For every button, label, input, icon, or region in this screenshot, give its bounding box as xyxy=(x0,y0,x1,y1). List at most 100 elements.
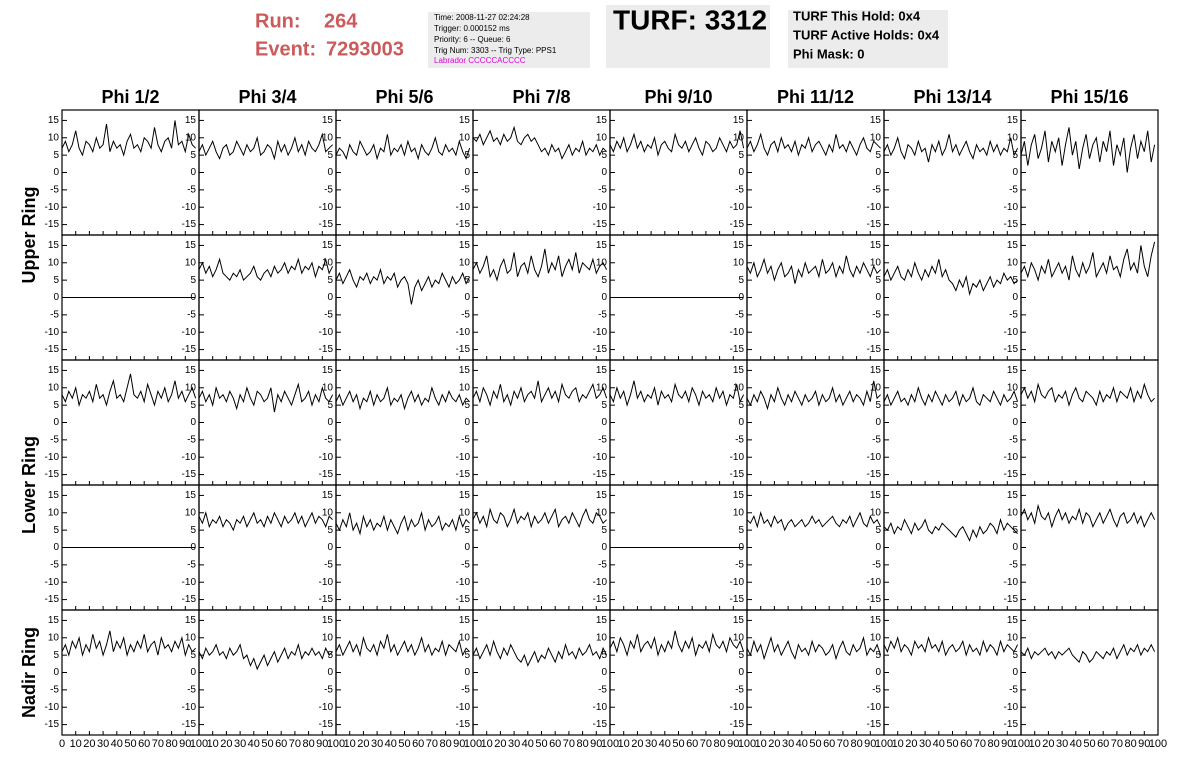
y-tick-label: -10 xyxy=(45,452,60,463)
x-tick-label: 50 xyxy=(946,738,958,750)
run-number: 264 xyxy=(324,10,358,32)
run-label: Run: xyxy=(255,10,301,32)
x-tick-label: 100 xyxy=(464,738,482,750)
trace xyxy=(335,267,471,305)
y-tick-label: 0 xyxy=(327,167,333,178)
y-tick-label: 15 xyxy=(1007,490,1019,501)
y-tick-label: -5 xyxy=(872,685,881,696)
y-tick-label: -15 xyxy=(182,219,197,230)
x-tick-label: 30 xyxy=(782,738,794,750)
y-tick-label: 0 xyxy=(738,167,744,178)
y-tick-label: -5 xyxy=(872,310,881,321)
y-tick-label: -10 xyxy=(730,202,745,213)
y-tick-label: 10 xyxy=(48,132,60,143)
y-tick-label: -15 xyxy=(319,719,334,730)
y-tick-label: -10 xyxy=(1004,577,1019,588)
y-tick-label: -15 xyxy=(867,344,882,355)
y-tick-label: 5 xyxy=(53,400,59,411)
y-tick-label: 10 xyxy=(322,382,334,393)
y-tick-label: 0 xyxy=(53,542,59,553)
y-tick-label: 10 xyxy=(459,132,471,143)
y-tick-label: -10 xyxy=(1004,202,1019,213)
y-tick-label: 10 xyxy=(1007,507,1019,518)
y-tick-label: -10 xyxy=(1004,327,1019,338)
panel-frame xyxy=(746,609,885,736)
y-tick-label: 5 xyxy=(327,650,333,661)
y-tick-label: 0 xyxy=(875,167,881,178)
column-title: Phi 15/16 xyxy=(1050,87,1128,107)
y-tick-label: -15 xyxy=(319,219,334,230)
panel-frame xyxy=(609,359,748,486)
y-tick-label: -15 xyxy=(593,219,608,230)
event-number: 7293003 xyxy=(326,38,404,60)
y-tick-label: -5 xyxy=(50,310,59,321)
y-tick-label: 5 xyxy=(738,150,744,161)
y-tick-label: -10 xyxy=(1004,452,1019,463)
panel-frame xyxy=(61,359,200,486)
y-tick-label: 0 xyxy=(53,292,59,303)
y-tick-label: -10 xyxy=(319,452,334,463)
x-tick-label: 0 xyxy=(59,738,65,750)
y-tick-label: -5 xyxy=(187,560,196,571)
x-tick-label: 100 xyxy=(190,738,208,750)
y-tick-label: 5 xyxy=(327,400,333,411)
x-tick-label: 50 xyxy=(124,738,136,750)
y-tick-label: -15 xyxy=(867,219,882,230)
y-tick-label: 15 xyxy=(48,490,60,501)
y-tick-label: 10 xyxy=(185,632,197,643)
y-tick-label: 0 xyxy=(1012,542,1018,553)
y-tick-label: -5 xyxy=(872,435,881,446)
y-tick-label: 15 xyxy=(48,365,60,376)
y-tick-label: 5 xyxy=(875,275,881,286)
y-tick-label: -10 xyxy=(730,577,745,588)
y-tick-label: 15 xyxy=(185,490,197,501)
x-tick-label: 80 xyxy=(1124,738,1136,750)
y-tick-label: 5 xyxy=(327,150,333,161)
y-tick-label: 0 xyxy=(327,542,333,553)
panel-frame xyxy=(198,234,337,361)
y-tick-label: 15 xyxy=(870,365,882,376)
y-tick-label: -15 xyxy=(867,719,882,730)
y-tick-label: -5 xyxy=(735,310,744,321)
y-tick-label: -15 xyxy=(45,469,60,480)
x-tick-label: 20 xyxy=(631,738,643,750)
trace xyxy=(198,382,334,413)
x-tick-label: 70 xyxy=(563,738,575,750)
y-tick-label: -15 xyxy=(593,719,608,730)
panel-frame xyxy=(1020,359,1159,486)
y-tick-label: 5 xyxy=(738,650,744,661)
y-tick-label: -5 xyxy=(324,435,333,446)
y-tick-label: -5 xyxy=(1009,435,1018,446)
y-tick-label: -10 xyxy=(867,702,882,713)
x-tick-label: 90 xyxy=(179,738,191,750)
y-tick-label: 15 xyxy=(870,240,882,251)
y-tick-label: 15 xyxy=(459,240,471,251)
y-tick-label: 5 xyxy=(327,275,333,286)
panel-frame xyxy=(883,484,1022,611)
x-tick-label: 80 xyxy=(850,738,862,750)
x-tick-label: 10 xyxy=(481,738,493,750)
x-tick-label: 30 xyxy=(645,738,657,750)
panel-frame xyxy=(472,609,611,736)
y-tick-label: 0 xyxy=(875,417,881,428)
x-tick-label: 40 xyxy=(796,738,808,750)
y-tick-label: -10 xyxy=(593,327,608,338)
holds-line: TURF This Hold: 0x4 xyxy=(793,8,921,23)
trace xyxy=(198,132,333,161)
y-tick-label: -15 xyxy=(1004,219,1019,230)
y-tick-label: 5 xyxy=(601,400,607,411)
y-tick-label: -10 xyxy=(867,202,882,213)
y-tick-label: -15 xyxy=(456,469,471,480)
x-tick-label: 90 xyxy=(864,738,876,750)
y-tick-label: 15 xyxy=(1007,615,1019,626)
y-tick-label: -10 xyxy=(45,702,60,713)
y-tick-label: -5 xyxy=(461,560,470,571)
x-tick-label: 80 xyxy=(439,738,451,750)
y-tick-label: 15 xyxy=(185,240,197,251)
turf-box xyxy=(606,5,770,68)
y-tick-label: 0 xyxy=(738,292,744,303)
y-tick-label: -10 xyxy=(319,327,334,338)
x-tick-label: 60 xyxy=(823,738,835,750)
y-tick-label: 5 xyxy=(1012,650,1018,661)
panel-frame xyxy=(335,609,474,736)
